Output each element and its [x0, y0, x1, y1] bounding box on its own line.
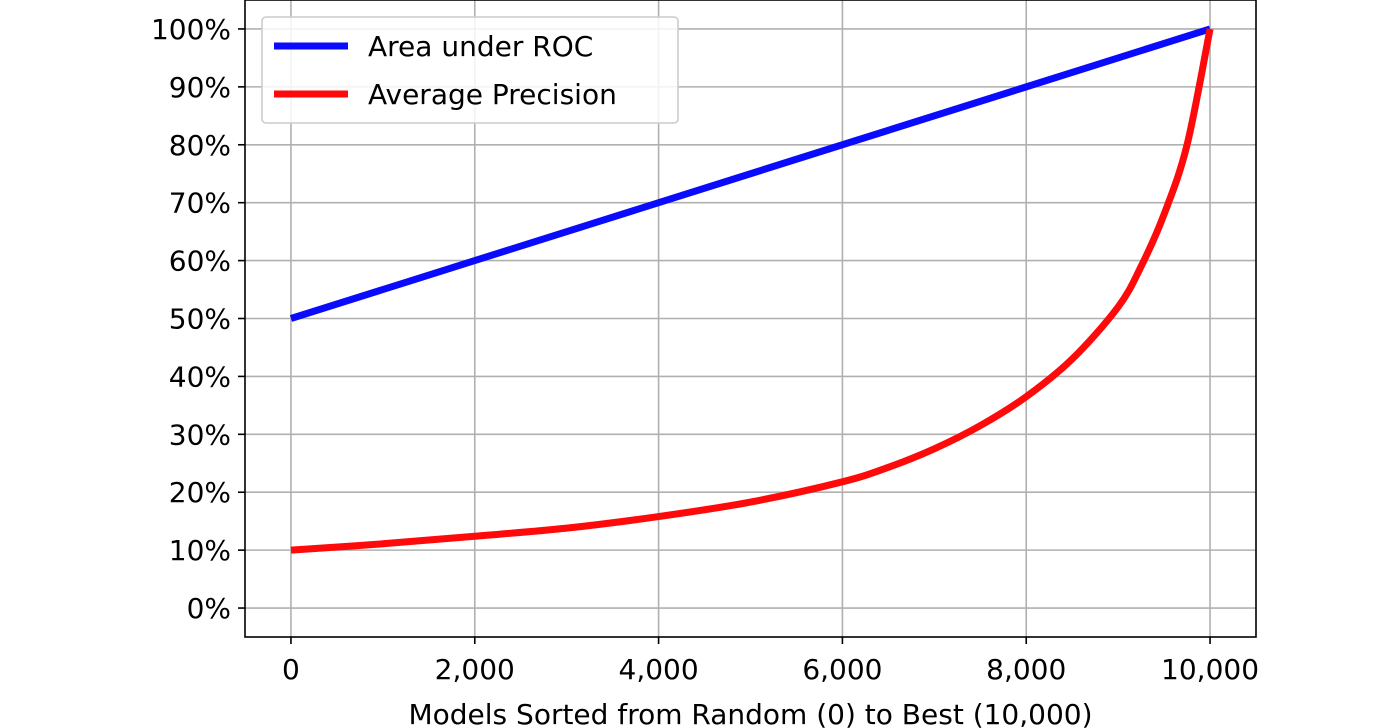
x-tick-label: 10,000 [1161, 653, 1259, 686]
y-tick-label: 10% [169, 534, 231, 567]
y-tick-label: 30% [169, 418, 231, 451]
y-tick-label: 50% [169, 303, 231, 336]
axis-ticks: 0 2,000 4,000 6,000 8,000 10,000 0% 10% 20% 30% 40… [151, 13, 1259, 686]
series-layer [289, 25, 1214, 554]
legend-label: Area under ROC [368, 30, 593, 63]
x-tick-label: 4,000 [619, 653, 699, 686]
x-tick-label: 8,000 [986, 653, 1066, 686]
y-tick-label: 90% [169, 71, 231, 104]
legend-label: Average Precision [368, 78, 617, 111]
series-line-0 [289, 25, 1212, 322]
y-tick-label: 60% [169, 245, 231, 278]
y-tick-label: 0% [187, 592, 231, 625]
x-axis-label: Models Sorted from Random (0) to Best (1… [408, 698, 1092, 728]
grid [245, 0, 1256, 637]
x-tick-label: 6,000 [802, 653, 882, 686]
y-tick-label: 70% [169, 187, 231, 220]
y-tick-label: 40% [169, 360, 231, 393]
series-line-1 [290, 28, 1214, 554]
y-tick-label: 100% [151, 13, 231, 46]
y-tick-label: 20% [169, 476, 231, 509]
y-tick-label: 80% [169, 129, 231, 162]
x-tick-label: 0 [282, 653, 300, 686]
legend: Area under ROC Average Precision [261, 16, 679, 124]
x-tick-label: 2,000 [435, 653, 515, 686]
legend-box [261, 16, 679, 124]
